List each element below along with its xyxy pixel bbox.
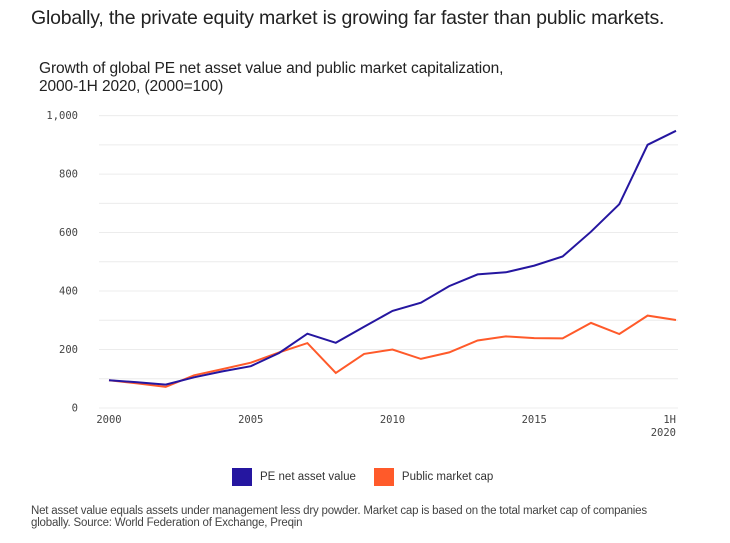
legend-label-pe-nav: PE net asset value: [260, 471, 356, 483]
legend-item-pe-nav: PE net asset value: [232, 468, 356, 486]
y-tick-label: 1,000: [46, 110, 78, 122]
y-tick-label: 0: [72, 403, 78, 415]
y-tick-label: 400: [59, 286, 78, 298]
series-line-pe-net-asset-value: [108, 129, 677, 386]
legend-swatch-pe-nav: [232, 468, 252, 486]
chart-title-line-1: Growth of global PE net asset value and …: [39, 60, 504, 77]
x-tick-label: 1H: [663, 414, 676, 426]
chart-title: Growth of global PE net asset value and …: [39, 60, 503, 96]
series-line-public-market-cap: [108, 314, 677, 388]
x-tick-label: 2010: [380, 414, 405, 426]
series-lines: [108, 129, 677, 388]
x-tick-label: 2005: [238, 414, 263, 426]
footnote: Net asset value equals assets under mana…: [31, 505, 647, 529]
y-tick-label: 800: [59, 169, 78, 181]
legend: PE net asset value Public market cap: [232, 468, 511, 486]
y-tick-label: 600: [59, 227, 78, 239]
gridlines: [99, 115, 678, 409]
y-tick-label: 200: [59, 344, 78, 356]
line-chart: 0 200 400 600 800 1,000 2000 2005 2010 2015 1H202…: [46, 110, 678, 439]
headline: Globally, the private equity market is g…: [31, 7, 665, 29]
legend-label-public-market-cap: Public market cap: [401, 471, 494, 483]
x-tick-label: 2020: [651, 427, 676, 439]
legend-item-public-market-cap: Public market cap: [373, 468, 494, 486]
chart-subtitle: 2000-1H 2020, (2000=100): [39, 78, 224, 95]
x-tick-label: 2015: [522, 414, 547, 426]
x-tick-label: 2000: [96, 414, 121, 426]
legend-swatch-public-market-cap: [373, 468, 394, 486]
y-axis-tick-labels: 0 200 400 600 800 1,000: [46, 110, 78, 414]
